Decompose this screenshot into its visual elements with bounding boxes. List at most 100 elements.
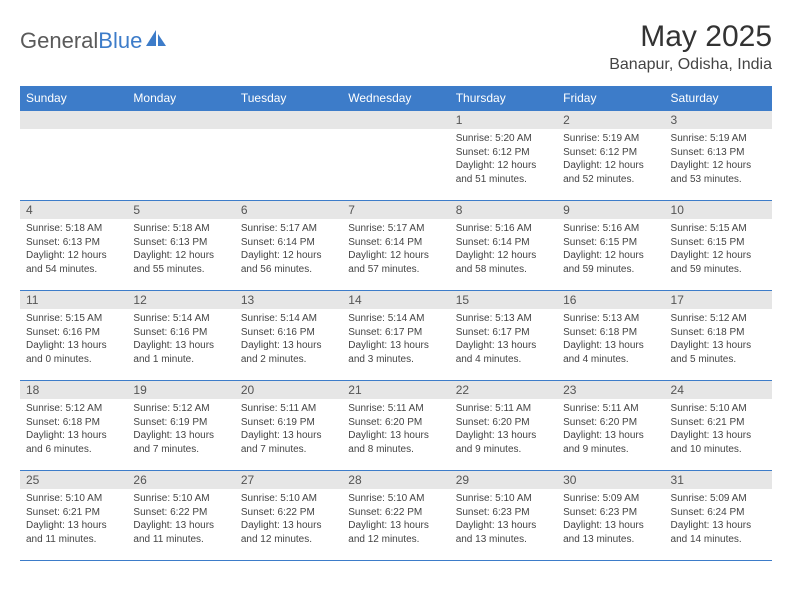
day-info: Sunrise: 5:12 AMSunset: 6:19 PMDaylight:… [127, 399, 234, 460]
month-title: May 2025 [609, 20, 772, 54]
day-info: Sunrise: 5:17 AMSunset: 6:14 PMDaylight:… [235, 219, 342, 280]
calendar-cell: 23Sunrise: 5:11 AMSunset: 6:20 PMDayligh… [557, 381, 664, 471]
title-block: May 2025 Banapur, Odisha, India [609, 20, 772, 74]
day-number-empty [127, 111, 234, 129]
calendar-cell: 2Sunrise: 5:19 AMSunset: 6:12 PMDaylight… [557, 111, 664, 201]
day-info: Sunrise: 5:14 AMSunset: 6:16 PMDaylight:… [127, 309, 234, 370]
day-info: Sunrise: 5:10 AMSunset: 6:22 PMDaylight:… [127, 489, 234, 550]
calendar-cell: 27Sunrise: 5:10 AMSunset: 6:22 PMDayligh… [235, 471, 342, 561]
day-info: Sunrise: 5:11 AMSunset: 6:20 PMDaylight:… [557, 399, 664, 460]
logo-sail-icon [146, 28, 168, 54]
weekday-header-row: SundayMondayTuesdayWednesdayThursdayFrid… [20, 86, 772, 111]
day-number: 13 [235, 291, 342, 309]
day-number-empty [20, 111, 127, 129]
day-info: Sunrise: 5:11 AMSunset: 6:19 PMDaylight:… [235, 399, 342, 460]
day-info: Sunrise: 5:15 AMSunset: 6:15 PMDaylight:… [665, 219, 772, 280]
calendar-cell: 8Sunrise: 5:16 AMSunset: 6:14 PMDaylight… [450, 201, 557, 291]
day-number: 9 [557, 201, 664, 219]
day-number: 16 [557, 291, 664, 309]
calendar-body: 1Sunrise: 5:20 AMSunset: 6:12 PMDaylight… [20, 111, 772, 561]
calendar-cell: 22Sunrise: 5:11 AMSunset: 6:20 PMDayligh… [450, 381, 557, 471]
calendar-cell: 10Sunrise: 5:15 AMSunset: 6:15 PMDayligh… [665, 201, 772, 291]
calendar-row: 4Sunrise: 5:18 AMSunset: 6:13 PMDaylight… [20, 201, 772, 291]
day-info: Sunrise: 5:10 AMSunset: 6:21 PMDaylight:… [20, 489, 127, 550]
day-info: Sunrise: 5:19 AMSunset: 6:12 PMDaylight:… [557, 129, 664, 190]
day-info: Sunrise: 5:10 AMSunset: 6:23 PMDaylight:… [450, 489, 557, 550]
calendar-cell: 30Sunrise: 5:09 AMSunset: 6:23 PMDayligh… [557, 471, 664, 561]
day-number: 10 [665, 201, 772, 219]
calendar-cell: 1Sunrise: 5:20 AMSunset: 6:12 PMDaylight… [450, 111, 557, 201]
day-info: Sunrise: 5:10 AMSunset: 6:22 PMDaylight:… [235, 489, 342, 550]
calendar-cell: 3Sunrise: 5:19 AMSunset: 6:13 PMDaylight… [665, 111, 772, 201]
day-number: 27 [235, 471, 342, 489]
day-number: 11 [20, 291, 127, 309]
weekday-header: Thursday [450, 86, 557, 111]
calendar-cell: 18Sunrise: 5:12 AMSunset: 6:18 PMDayligh… [20, 381, 127, 471]
day-number: 3 [665, 111, 772, 129]
calendar-table: SundayMondayTuesdayWednesdayThursdayFrid… [20, 86, 772, 561]
day-info: Sunrise: 5:10 AMSunset: 6:21 PMDaylight:… [665, 399, 772, 460]
calendar-cell-empty [342, 111, 449, 201]
day-number: 24 [665, 381, 772, 399]
calendar-cell: 26Sunrise: 5:10 AMSunset: 6:22 PMDayligh… [127, 471, 234, 561]
day-info: Sunrise: 5:18 AMSunset: 6:13 PMDaylight:… [20, 219, 127, 280]
day-number: 18 [20, 381, 127, 399]
weekday-header: Monday [127, 86, 234, 111]
calendar-cell: 21Sunrise: 5:11 AMSunset: 6:20 PMDayligh… [342, 381, 449, 471]
day-number-empty [235, 111, 342, 129]
location: Banapur, Odisha, India [609, 56, 772, 74]
calendar-cell: 9Sunrise: 5:16 AMSunset: 6:15 PMDaylight… [557, 201, 664, 291]
day-number: 31 [665, 471, 772, 489]
logo-text-1: General [20, 28, 98, 54]
calendar-cell: 17Sunrise: 5:12 AMSunset: 6:18 PMDayligh… [665, 291, 772, 381]
calendar-cell: 19Sunrise: 5:12 AMSunset: 6:19 PMDayligh… [127, 381, 234, 471]
calendar-cell: 25Sunrise: 5:10 AMSunset: 6:21 PMDayligh… [20, 471, 127, 561]
calendar-cell: 11Sunrise: 5:15 AMSunset: 6:16 PMDayligh… [20, 291, 127, 381]
day-info: Sunrise: 5:11 AMSunset: 6:20 PMDaylight:… [342, 399, 449, 460]
calendar-row: 18Sunrise: 5:12 AMSunset: 6:18 PMDayligh… [20, 381, 772, 471]
day-number: 14 [342, 291, 449, 309]
day-number: 21 [342, 381, 449, 399]
header: GeneralBlue May 2025 Banapur, Odisha, In… [20, 20, 772, 74]
day-number: 20 [235, 381, 342, 399]
day-number-empty [342, 111, 449, 129]
weekday-header: Sunday [20, 86, 127, 111]
calendar-cell: 12Sunrise: 5:14 AMSunset: 6:16 PMDayligh… [127, 291, 234, 381]
day-number: 19 [127, 381, 234, 399]
day-number: 2 [557, 111, 664, 129]
day-number: 8 [450, 201, 557, 219]
calendar-cell: 5Sunrise: 5:18 AMSunset: 6:13 PMDaylight… [127, 201, 234, 291]
day-number: 5 [127, 201, 234, 219]
day-number: 23 [557, 381, 664, 399]
calendar-cell: 24Sunrise: 5:10 AMSunset: 6:21 PMDayligh… [665, 381, 772, 471]
day-info: Sunrise: 5:11 AMSunset: 6:20 PMDaylight:… [450, 399, 557, 460]
calendar-cell: 6Sunrise: 5:17 AMSunset: 6:14 PMDaylight… [235, 201, 342, 291]
day-info: Sunrise: 5:15 AMSunset: 6:16 PMDaylight:… [20, 309, 127, 370]
day-info: Sunrise: 5:18 AMSunset: 6:13 PMDaylight:… [127, 219, 234, 280]
day-info: Sunrise: 5:17 AMSunset: 6:14 PMDaylight:… [342, 219, 449, 280]
weekday-header: Wednesday [342, 86, 449, 111]
day-number: 15 [450, 291, 557, 309]
day-info: Sunrise: 5:14 AMSunset: 6:17 PMDaylight:… [342, 309, 449, 370]
calendar-cell-empty [20, 111, 127, 201]
calendar-cell: 31Sunrise: 5:09 AMSunset: 6:24 PMDayligh… [665, 471, 772, 561]
calendar-cell: 4Sunrise: 5:18 AMSunset: 6:13 PMDaylight… [20, 201, 127, 291]
calendar-cell: 7Sunrise: 5:17 AMSunset: 6:14 PMDaylight… [342, 201, 449, 291]
calendar-cell: 15Sunrise: 5:13 AMSunset: 6:17 PMDayligh… [450, 291, 557, 381]
day-number: 29 [450, 471, 557, 489]
calendar-cell: 28Sunrise: 5:10 AMSunset: 6:22 PMDayligh… [342, 471, 449, 561]
day-number: 7 [342, 201, 449, 219]
day-info: Sunrise: 5:14 AMSunset: 6:16 PMDaylight:… [235, 309, 342, 370]
calendar-cell: 29Sunrise: 5:10 AMSunset: 6:23 PMDayligh… [450, 471, 557, 561]
day-info: Sunrise: 5:09 AMSunset: 6:23 PMDaylight:… [557, 489, 664, 550]
day-info: Sunrise: 5:13 AMSunset: 6:18 PMDaylight:… [557, 309, 664, 370]
day-number: 30 [557, 471, 664, 489]
day-info: Sunrise: 5:09 AMSunset: 6:24 PMDaylight:… [665, 489, 772, 550]
day-number: 6 [235, 201, 342, 219]
calendar-cell: 14Sunrise: 5:14 AMSunset: 6:17 PMDayligh… [342, 291, 449, 381]
logo: GeneralBlue [20, 20, 168, 54]
weekday-header: Friday [557, 86, 664, 111]
day-info: Sunrise: 5:20 AMSunset: 6:12 PMDaylight:… [450, 129, 557, 190]
calendar-cell-empty [127, 111, 234, 201]
day-number: 28 [342, 471, 449, 489]
